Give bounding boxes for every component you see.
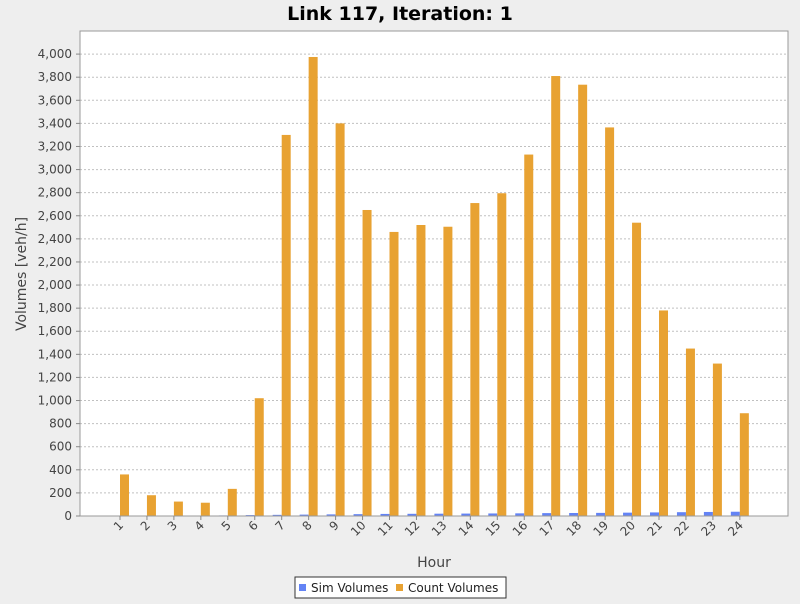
x-tick-label: 4 [192, 518, 207, 533]
legend-swatch [299, 584, 306, 591]
x-tick-label: 3 [165, 518, 180, 533]
y-tick-label: 4,000 [38, 47, 72, 61]
count-volume-bar [201, 503, 210, 516]
y-tick-label: 2,400 [38, 232, 72, 246]
x-tick-label: 13 [429, 518, 450, 539]
count-volume-bar [551, 76, 560, 516]
y-tick-label: 400 [49, 463, 72, 477]
legend-label: Count Volumes [408, 581, 498, 595]
x-tick-label: 11 [375, 518, 396, 539]
legend-swatch [396, 584, 403, 591]
x-tick-label: 14 [456, 518, 477, 539]
y-tick-label: 2,600 [38, 209, 72, 223]
count-volume-bar [390, 232, 399, 516]
y-tick-label: 1,000 [38, 394, 72, 408]
sim-volume-bar [677, 512, 686, 516]
count-volume-bar [174, 502, 183, 516]
count-volume-bar [309, 57, 318, 516]
x-tick-label: 24 [725, 518, 746, 539]
count-volume-bar [147, 495, 156, 516]
count-volume-bar [416, 225, 425, 516]
sim-volume-bar [704, 512, 713, 516]
sim-volume-bar [731, 512, 740, 516]
x-tick-label: 20 [617, 518, 638, 539]
x-tick-label: 22 [671, 518, 692, 539]
y-tick-label: 3,600 [38, 93, 72, 107]
x-tick-label: 23 [698, 518, 719, 539]
count-volume-bar [255, 398, 264, 516]
count-volume-bar [740, 413, 749, 516]
count-volume-bar [336, 123, 345, 516]
x-tick-label: 16 [510, 518, 531, 539]
y-axis: 0 200 400 600 800 1,000 1,200 1,400 1,600 1,800 2,… [38, 47, 80, 523]
y-tick-label: 1,200 [38, 370, 72, 384]
y-tick-label: 3,200 [38, 139, 72, 153]
y-tick-label: 2,200 [38, 255, 72, 269]
x-tick-label: 10 [348, 518, 369, 539]
y-tick-label: 800 [49, 417, 72, 431]
count-volume-bar [470, 203, 479, 516]
sim-volume-bar [650, 512, 659, 516]
sim-volume-bar [623, 513, 632, 516]
x-tick-label: 19 [591, 518, 612, 539]
count-volume-bar [605, 127, 614, 516]
count-volume-bar [497, 193, 506, 516]
y-tick-label: 1,400 [38, 347, 72, 361]
x-tick-label: 6 [246, 518, 261, 533]
legend-label: Sim Volumes [311, 581, 388, 595]
x-axis-title: Hour [417, 555, 451, 571]
count-volume-bar [120, 474, 129, 516]
count-volume-bar [282, 135, 291, 516]
count-volume-bar [578, 85, 587, 516]
count-volume-bar [632, 223, 641, 516]
x-tick-label: 5 [219, 518, 234, 533]
count-volume-bar [443, 227, 452, 516]
count-volume-bar [363, 210, 372, 516]
count-volume-bar [524, 155, 533, 516]
x-tick-label: 8 [299, 518, 314, 533]
y-tick-label: 3,000 [38, 163, 72, 177]
plot-area [80, 31, 788, 516]
x-tick-label: 2 [138, 518, 153, 533]
y-tick-label: 0 [64, 509, 72, 523]
x-tick-label: 15 [483, 518, 504, 539]
chart-title: Link 117, Iteration: 1 [287, 3, 513, 25]
y-axis-title: Volumes [veh/h] [14, 217, 30, 331]
count-volume-bar [659, 310, 668, 516]
x-tick-label: 21 [644, 518, 665, 539]
x-tick-label: 1 [111, 518, 126, 533]
y-tick-label: 1,600 [38, 324, 72, 338]
x-tick-label: 9 [326, 518, 341, 533]
count-volume-bar [228, 489, 237, 516]
y-tick-label: 200 [49, 486, 72, 500]
y-tick-label: 1,800 [38, 301, 72, 315]
x-tick-label: 17 [537, 518, 558, 539]
x-tick-label: 12 [402, 518, 423, 539]
legend: Sim Volumes Count Volumes [295, 577, 506, 598]
x-tick-label: 7 [273, 518, 288, 533]
y-tick-label: 2,800 [38, 186, 72, 200]
y-tick-label: 3,800 [38, 70, 72, 84]
y-tick-label: 2,000 [38, 278, 72, 292]
count-volume-bar [686, 349, 695, 516]
y-tick-label: 3,400 [38, 116, 72, 130]
x-tick-label: 18 [564, 518, 585, 539]
y-tick-label: 600 [49, 440, 72, 454]
count-volume-bar [713, 364, 722, 516]
